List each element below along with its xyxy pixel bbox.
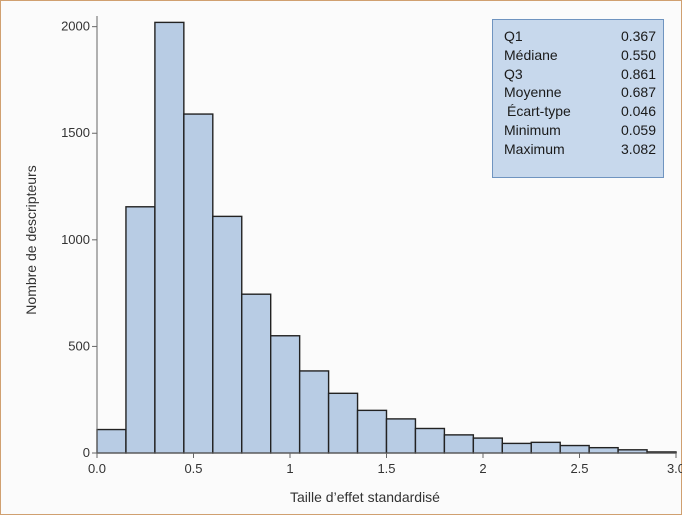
histogram-bar-9	[356, 409, 388, 454]
histogram-bar-15	[530, 441, 561, 454]
summary-stat-value: 0.059	[620, 122, 656, 138]
histogram-bar-1	[125, 206, 156, 454]
y-tick-label-1: 500	[68, 338, 90, 353]
histogram-bar-11	[414, 427, 446, 454]
summary-stat-value: 0.861	[620, 65, 656, 82]
x-tick-label-2: 1	[286, 461, 293, 476]
histogram-bar-7	[298, 370, 330, 454]
x-tick-label-4: 2	[479, 461, 486, 476]
summary-stat-label: Q3	[504, 65, 523, 82]
summary-stat-row: Moyenne 0.687	[493, 84, 663, 102]
histogram-bar-16	[559, 444, 590, 454]
summary-stat-label: Écart-type	[507, 103, 571, 120]
histogram-bar-3	[183, 113, 214, 454]
y-tick-label-2: 1000	[61, 232, 90, 247]
summary-stat-value: 0.687	[620, 84, 656, 101]
summary-stat-row: Écart-type 0.046	[493, 103, 663, 121]
summary-stat-value: 0.367	[620, 28, 656, 44]
summary-stat-label: Q1	[504, 28, 523, 44]
histogram-bar-6	[270, 335, 301, 454]
histogram-bar-12	[443, 434, 475, 454]
histogram-bar-14	[501, 442, 532, 454]
summary-stat-row: Médiane 0.550	[493, 47, 663, 65]
bars-group	[96, 21, 677, 454]
histogram-bar-5	[241, 293, 272, 454]
summary-stats-box: Q1 0.367 Médiane 0.550 Q3 0.861 Moyenne 0.687 Éc…	[492, 19, 664, 178]
summary-stat-label: Minimum	[504, 122, 561, 138]
x-tick-label-5: 2.5	[570, 461, 588, 476]
x-tick-label-6: 3.0	[667, 461, 682, 476]
summary-stat-row: Q3 0.861	[493, 66, 663, 84]
histogram-bar-0	[96, 428, 127, 454]
summary-stat-label: Moyenne	[504, 84, 562, 101]
y-tick-label-3: 1500	[61, 125, 90, 140]
summary-stat-row: Minimum 0.059	[493, 122, 663, 140]
y-tick-label-0: 0	[83, 445, 90, 460]
axes-group: 0 500 1000 1500 2000 0.0 0.5 1 1.5 2 2.5 3.0	[61, 16, 682, 476]
histogram-bar-13	[472, 437, 504, 454]
y-axis-title: Nombre de descripteurs	[23, 165, 39, 314]
histogram-bar-8	[327, 392, 359, 454]
x-tick-label-0: 0.0	[88, 461, 106, 476]
summary-stat-value: 3.082	[620, 140, 656, 157]
summary-stat-label: Médiane	[504, 46, 558, 63]
x-tick-label-1: 0.5	[184, 461, 202, 476]
summary-stat-label: Maximum	[504, 140, 565, 157]
summary-stat-value: 0.046	[620, 103, 656, 120]
summary-stat-row: Q1 0.367	[493, 28, 663, 46]
y-tick-label-4: 2000	[61, 19, 90, 34]
x-axis-title: Taille d’effet standardisé	[290, 489, 440, 505]
histogram-bar-17	[588, 446, 619, 454]
summary-stat-value: 0.550	[620, 46, 656, 63]
summary-stat-row: Maximum 3.082	[493, 141, 663, 159]
histogram-bar-10	[385, 418, 417, 454]
histogram-bar-2	[154, 21, 185, 454]
x-tick-label-3: 1.5	[377, 461, 395, 476]
histogram-bar-4	[212, 215, 243, 454]
